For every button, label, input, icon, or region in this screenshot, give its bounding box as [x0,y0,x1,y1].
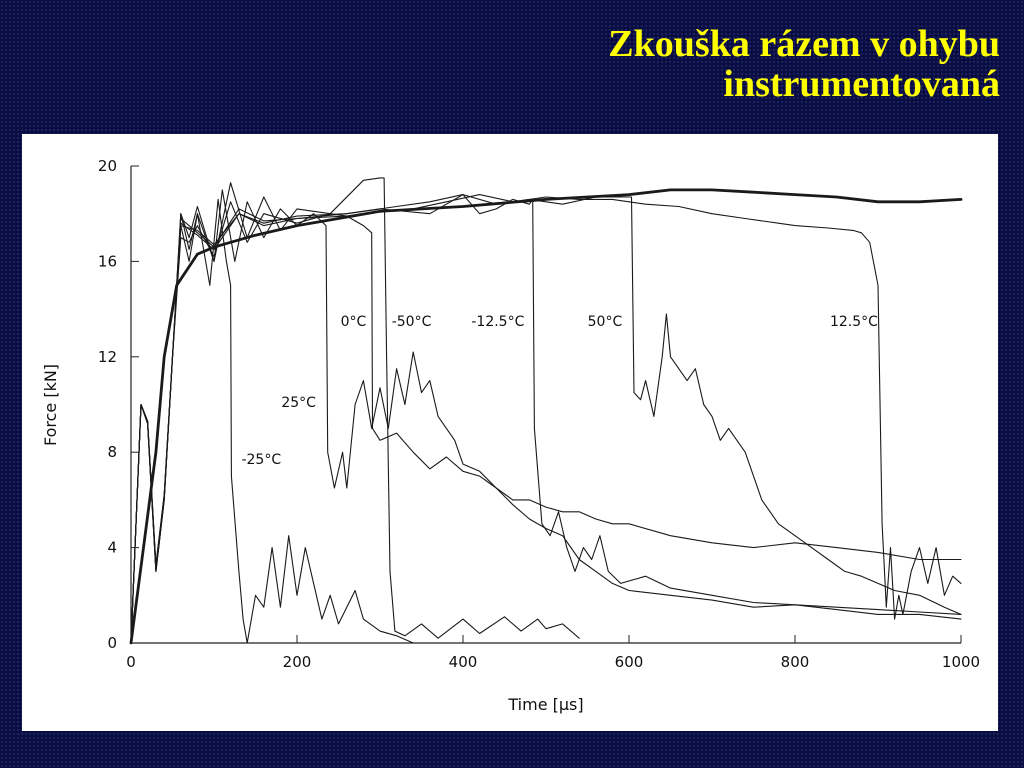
y-axis-label: Force [kN] [41,364,60,446]
series-line-bold [129,188,963,645]
series-label: 0°C [341,314,367,330]
y-tick-label: 8 [107,443,117,461]
slide-title: Zkouška rázem v ohybu instrumentovaná [608,24,1000,104]
y-tick-label: 16 [98,252,117,270]
y-tick-label: 12 [98,348,117,366]
x-tick-label: 600 [615,653,644,671]
y-tick-label: 20 [98,157,117,175]
x-tick-label: 1000 [942,653,980,671]
series-layer [129,177,963,645]
axes: 0 200 400 600 800 1000 0 4 8 12 16 20 [98,157,980,671]
x-axis-label: Time [µs] [507,695,583,714]
series-line-25C [130,189,962,644]
x-tick-label: 400 [449,653,478,671]
series-label: 50°C [588,314,623,330]
y-tick-label: 4 [107,539,117,557]
series-line--50C [130,177,580,644]
x-tick-label: 800 [781,653,810,671]
series-line--12-5C [130,194,962,644]
annotation-layer: 0°C -50°C -12.5°C 50°C 12.5°C 25°C -25°C [241,314,878,468]
series-line-0C [130,182,962,644]
series-line-12-5C [130,194,962,644]
series-label: 25°C [281,395,316,411]
series-label: -12.5°C [471,314,524,330]
series-line-50C [130,194,962,644]
title-line-1: Zkouška rázem v ohybu [608,23,1000,65]
y-tick-label: 0 [107,634,117,652]
series-label: 12.5°C [830,314,878,330]
series-label: -25°C [241,452,281,468]
title-line-2: instrumentovaná [723,63,1000,105]
x-tick-label: 200 [283,653,312,671]
series-label: -50°C [392,314,432,330]
x-tick-label: 0 [126,653,136,671]
chart-panel: 0 200 400 600 800 1000 0 4 8 12 16 20 0°C -50°C -12.5… [22,134,998,731]
force-time-chart: 0 200 400 600 800 1000 0 4 8 12 16 20 0°C -50°C -12.5… [41,157,980,714]
